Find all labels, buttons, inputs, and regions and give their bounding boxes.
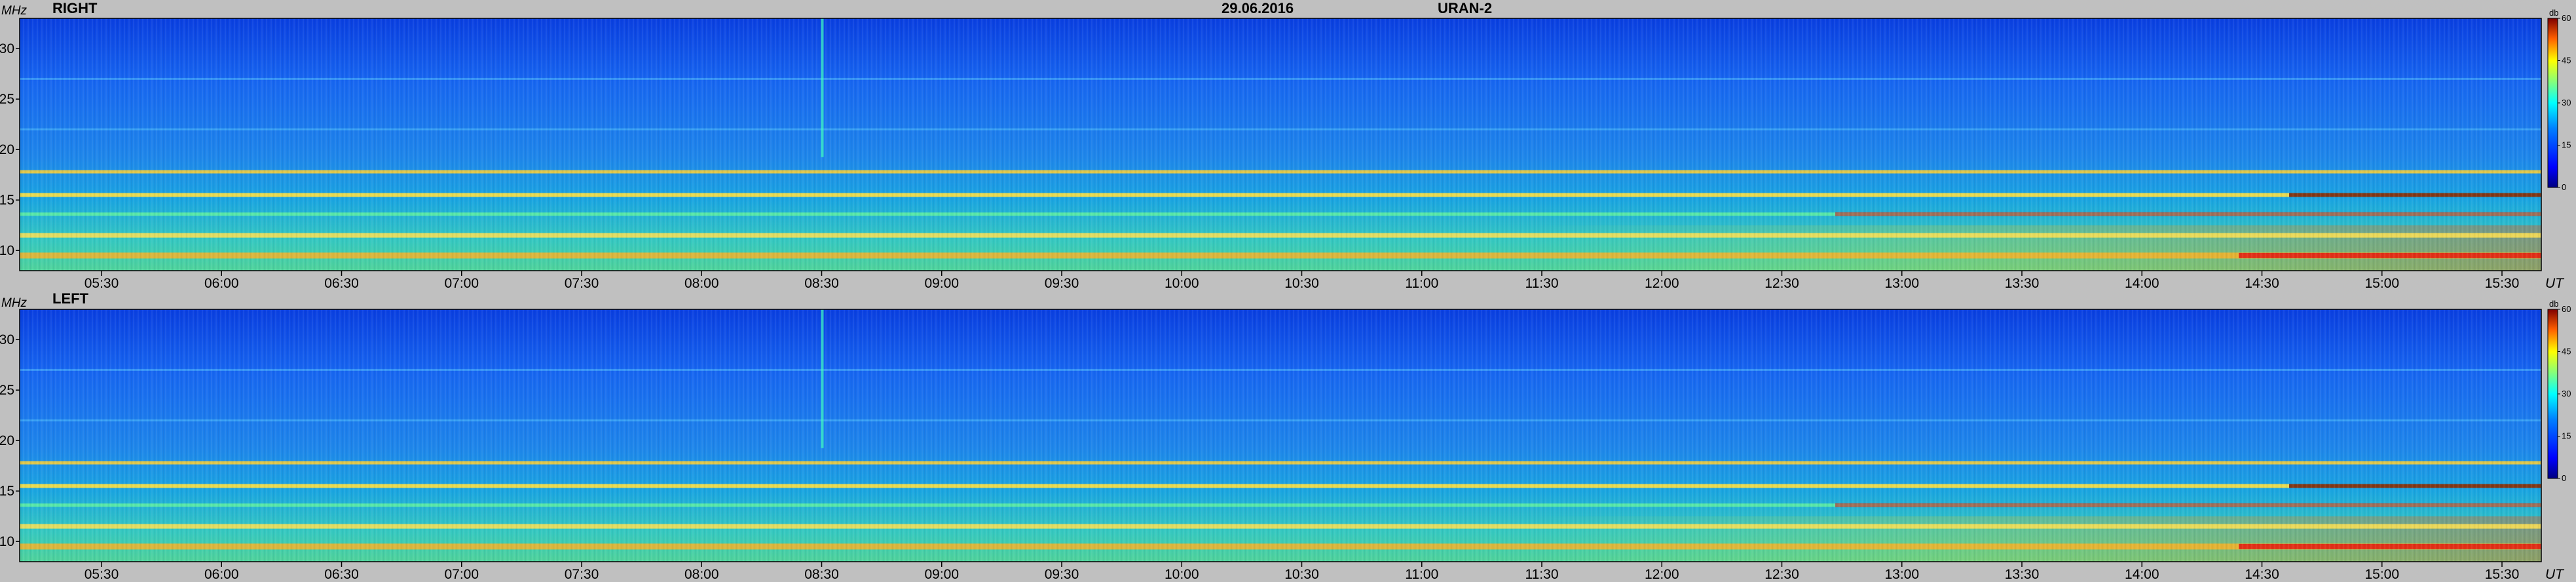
x-tick-label: 07:30 bbox=[565, 567, 599, 582]
x-tick-label: 15:30 bbox=[2485, 567, 2520, 582]
colorbar-tick-label: 0 bbox=[2562, 182, 2566, 192]
colorbar-tick-label: 30 bbox=[2562, 389, 2571, 398]
x-tick-label: 08:30 bbox=[804, 567, 839, 582]
x-tick-label: 07:00 bbox=[444, 567, 479, 582]
x-axis-label: UT bbox=[2545, 276, 2565, 291]
x-tick-label: 11:00 bbox=[1405, 567, 1438, 582]
x-tick-label: 14:00 bbox=[2125, 567, 2159, 582]
x-axis-label: UT bbox=[2545, 567, 2565, 582]
x-tick-label: 15:00 bbox=[2364, 567, 2399, 582]
x-tick-label: 15:30 bbox=[2485, 276, 2520, 291]
x-tick-label: 13:00 bbox=[1884, 567, 1919, 582]
date-label: 29.06.2016 bbox=[1222, 0, 1294, 16]
y-tick-label: 30 bbox=[0, 41, 14, 56]
x-tick-label: 10:00 bbox=[1165, 276, 1199, 291]
x-tick-label: 08:00 bbox=[684, 276, 719, 291]
panel-title-left: LEFT bbox=[52, 290, 88, 307]
x-tick-label: 14:30 bbox=[2245, 567, 2279, 582]
x-tick-label: 15:00 bbox=[2364, 276, 2399, 291]
x-tick-label: 11:00 bbox=[1405, 276, 1438, 291]
x-tick-label: 12:00 bbox=[1645, 567, 1679, 582]
colorbar-label: db bbox=[2549, 299, 2558, 309]
radio-burst bbox=[821, 309, 824, 448]
colorbar-tick-label: 45 bbox=[2562, 56, 2571, 66]
x-tick-label: 06:00 bbox=[204, 276, 239, 291]
plot-frame bbox=[19, 18, 2542, 271]
plot-frame bbox=[19, 309, 2542, 562]
x-tick-label: 09:30 bbox=[1045, 567, 1079, 582]
x-tick-label: 13:30 bbox=[2005, 567, 2040, 582]
colorbar-tick-label: 0 bbox=[2562, 473, 2566, 483]
x-tick-label: 06:30 bbox=[324, 567, 359, 582]
colorbar-tick-label: 15 bbox=[2562, 140, 2571, 150]
colorbar-tick-label: 30 bbox=[2562, 98, 2571, 107]
y-tick-label: 15 bbox=[0, 484, 14, 499]
x-tick-label: 11:30 bbox=[1525, 276, 1559, 291]
colorbar-label: db bbox=[2549, 8, 2558, 18]
spectrogram-texture bbox=[20, 18, 2541, 271]
x-tick-label: 07:00 bbox=[444, 276, 479, 291]
x-tick-label: 08:00 bbox=[684, 567, 719, 582]
colorbar-tick-label: 60 bbox=[2562, 304, 2571, 314]
x-tick-label: 10:30 bbox=[1284, 567, 1319, 582]
x-tick-label: 12:30 bbox=[1764, 276, 1799, 291]
x-tick-label: 05:30 bbox=[84, 276, 119, 291]
x-tick-label: 14:30 bbox=[2245, 276, 2279, 291]
x-tick-label: 13:30 bbox=[2005, 276, 2040, 291]
y-tick-label: 10 bbox=[0, 534, 14, 549]
x-tick-label: 14:00 bbox=[2125, 276, 2159, 291]
x-tick-label: 12:30 bbox=[1764, 567, 1799, 582]
y-unit-left: MHz bbox=[1, 296, 28, 310]
colorbar-tick-label: 45 bbox=[2562, 347, 2571, 357]
x-tick-label: 11:30 bbox=[1525, 567, 1559, 582]
y-tick-label: 30 bbox=[0, 332, 14, 347]
x-tick-label: 09:00 bbox=[924, 567, 959, 582]
x-tick-label: 12:00 bbox=[1645, 276, 1679, 291]
x-tick-label: 10:30 bbox=[1284, 276, 1319, 291]
spectrogram-texture bbox=[20, 309, 2541, 562]
colorbar bbox=[2547, 309, 2558, 479]
x-tick-label: 06:30 bbox=[324, 276, 359, 291]
y-tick-label: 15 bbox=[0, 193, 14, 208]
x-tick-label: 06:00 bbox=[204, 567, 239, 582]
colorbar-tick-label: 60 bbox=[2562, 13, 2571, 23]
x-tick-label: 08:30 bbox=[804, 276, 839, 291]
x-tick-label: 05:30 bbox=[84, 567, 119, 582]
colorbar bbox=[2547, 18, 2558, 188]
y-tick-label: 10 bbox=[0, 243, 14, 258]
panel-title-right: RIGHT bbox=[52, 0, 98, 16]
radio-burst bbox=[821, 18, 824, 157]
instrument-label: URAN-2 bbox=[1438, 0, 1493, 16]
y-tick-label: 25 bbox=[0, 92, 14, 107]
y-unit-right: MHz bbox=[1, 4, 28, 18]
x-tick-label: 13:00 bbox=[1884, 276, 1919, 291]
x-tick-label: 07:30 bbox=[565, 276, 599, 291]
y-tick-label: 25 bbox=[0, 383, 14, 398]
y-tick-label: 20 bbox=[0, 142, 14, 157]
x-tick-label: 09:30 bbox=[1045, 276, 1079, 291]
x-tick-label: 10:00 bbox=[1165, 567, 1199, 582]
x-tick-label: 09:00 bbox=[924, 276, 959, 291]
colorbar-tick-label: 15 bbox=[2562, 431, 2571, 441]
y-tick-label: 20 bbox=[0, 433, 14, 448]
